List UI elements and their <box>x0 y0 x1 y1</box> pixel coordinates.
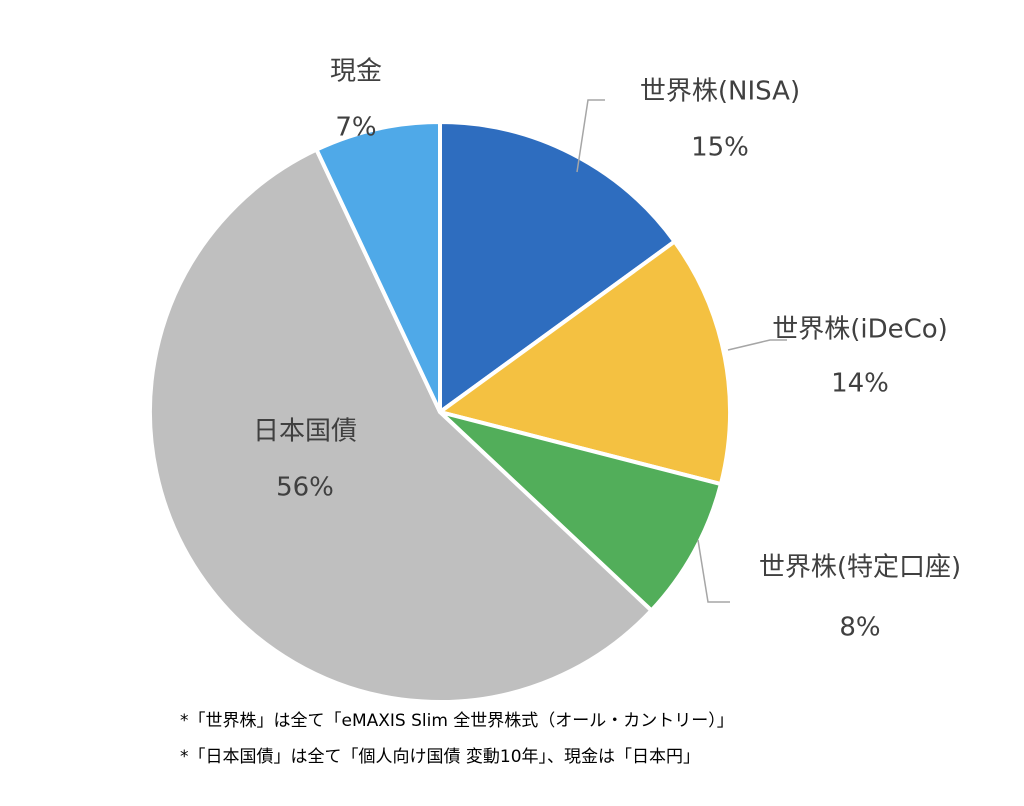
pie-slice-tokutei <box>438 410 723 613</box>
leader-line-ideco <box>727 339 787 351</box>
leader-line-nisa <box>576 99 605 173</box>
slice-value-tokutei: 8% <box>839 613 880 643</box>
footnote-equity: *「世界株」は全て「eMAXIS Slim 全世界株式（オール・カントリー）」 <box>180 711 734 731</box>
slice-label-nisa: 世界株(NISA) <box>640 77 800 107</box>
slice-label-cash: 現金 <box>330 57 382 87</box>
footnote-bonds-cash: *「日本国債」は全て「個人向け国債 変動10年」、現金は「日本円」 <box>180 747 701 767</box>
slice-label-ideco: 世界株(iDeCo) <box>772 315 948 345</box>
pie-slice-nisa <box>438 120 677 414</box>
leader-lines <box>576 99 787 603</box>
slice-value-ideco: 14% <box>831 369 889 399</box>
slice-value-nisa: 15% <box>691 133 749 163</box>
pie-slice-ideco <box>438 239 732 487</box>
slice-labels: 世界株(NISA) 15% 世界株(iDeCo) 14% 世界株(特定口座) 8% 日本国債… <box>253 57 961 643</box>
pie-slices <box>148 120 732 704</box>
pie-slice-bonds <box>148 147 654 704</box>
leader-line-tokutei <box>697 539 730 603</box>
slice-value-bonds: 56% <box>276 473 334 503</box>
slice-label-tokutei: 世界株(特定口座) <box>759 553 961 583</box>
slice-label-bonds: 日本国債 <box>253 417 357 447</box>
pie-slice-cash <box>314 120 442 414</box>
slice-value-cash: 7% <box>335 113 376 143</box>
